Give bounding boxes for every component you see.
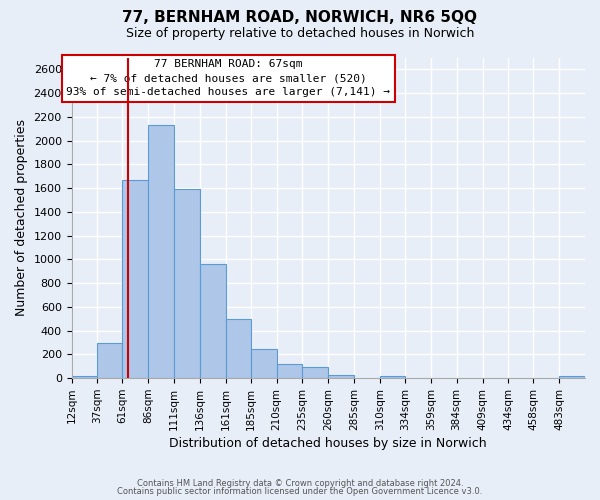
Bar — [328, 374, 354, 378]
Y-axis label: Number of detached properties: Number of detached properties — [15, 120, 28, 316]
Text: Contains public sector information licensed under the Open Government Licence v3: Contains public sector information licen… — [118, 487, 482, 496]
Bar — [148, 125, 174, 378]
Bar — [97, 342, 122, 378]
Bar — [380, 376, 405, 378]
Text: Contains HM Land Registry data © Crown copyright and database right 2024.: Contains HM Land Registry data © Crown c… — [137, 478, 463, 488]
Bar — [226, 319, 251, 378]
Bar — [122, 180, 148, 378]
X-axis label: Distribution of detached houses by size in Norwich: Distribution of detached houses by size … — [169, 437, 487, 450]
Bar — [251, 348, 277, 378]
Bar — [277, 364, 302, 378]
Text: 77, BERNHAM ROAD, NORWICH, NR6 5QQ: 77, BERNHAM ROAD, NORWICH, NR6 5QQ — [122, 10, 478, 25]
Text: 77 BERNHAM ROAD: 67sqm
← 7% of detached houses are smaller (520)
93% of semi-det: 77 BERNHAM ROAD: 67sqm ← 7% of detached … — [66, 59, 390, 97]
Bar — [200, 264, 226, 378]
Bar — [174, 190, 200, 378]
Bar — [71, 376, 97, 378]
Text: Size of property relative to detached houses in Norwich: Size of property relative to detached ho… — [126, 28, 474, 40]
Bar — [559, 376, 585, 378]
Bar — [302, 367, 328, 378]
